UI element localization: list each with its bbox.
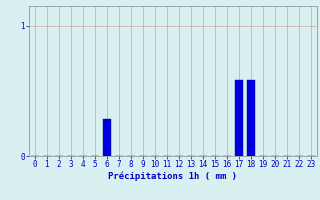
Bar [103,119,111,156]
Bar [247,80,255,156]
X-axis label: Précipitations 1h ( mm ): Précipitations 1h ( mm ) [108,172,237,181]
Bar [235,80,243,156]
